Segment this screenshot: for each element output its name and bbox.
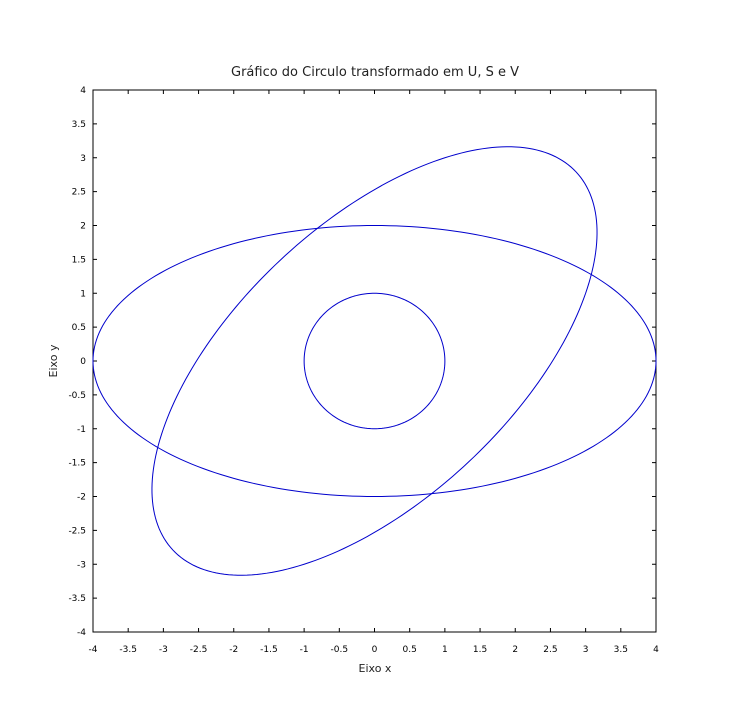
y-tick-label: 0.5 xyxy=(72,323,86,333)
y-tick-label: 0 xyxy=(80,357,86,367)
y-tick-label: 1.5 xyxy=(72,255,86,265)
x-tick-label: -1.5 xyxy=(260,645,278,655)
y-axis: -4 -3.5 -3 -2.5 -2 -1.5 -1 -0.5 0 0.5 1 1.5 2 2.5 3 3.5… xyxy=(68,86,656,638)
y-tick-label: 3.5 xyxy=(72,120,86,130)
y-tick-label: 1 xyxy=(80,289,86,299)
x-tick-label: -2 xyxy=(229,645,238,655)
plot-frame xyxy=(92,89,657,633)
ellipse-line-2 xyxy=(151,146,598,576)
x-tick-label: 3.5 xyxy=(614,645,628,655)
y-tick-label: -1 xyxy=(77,425,86,435)
x-tick-label: -0.5 xyxy=(331,645,349,655)
x-tick-label: -2.5 xyxy=(190,645,208,655)
x-tick-label: -1 xyxy=(300,645,309,655)
chart-title: Gráfico do Circulo transformado em U, S … xyxy=(231,65,519,80)
x-tick-label: 0 xyxy=(372,645,378,655)
y-tick-label: 2 xyxy=(80,222,86,232)
x-tick-label: 1.5 xyxy=(473,645,487,655)
x-tick-label: 1 xyxy=(442,645,448,655)
y-axis-label: Eixo y xyxy=(47,344,60,377)
x-tick-label: 3 xyxy=(583,645,589,655)
y-tick-label: -3.5 xyxy=(68,594,86,604)
x-tick-label: 0.5 xyxy=(403,645,417,655)
y-tick-label: 4 xyxy=(80,86,86,96)
x-tick-label: -3.5 xyxy=(119,645,137,655)
x-axis: -4 -3.5 -3 -2.5 -2 -1.5 -1 -0.5 0 0.5 1 1.5 2 2.5 3 3.5… xyxy=(89,90,659,655)
x-tick-label: 4 xyxy=(653,645,659,655)
y-tick-label: -4 xyxy=(77,628,86,638)
y-tick-label: 2.5 xyxy=(72,188,86,198)
y-tick-label: 3 xyxy=(80,154,86,164)
x-tick-label: 2 xyxy=(512,645,518,655)
plot-area xyxy=(92,146,657,576)
y-tick-label: -0.5 xyxy=(68,391,86,401)
y-tick-label: -2.5 xyxy=(68,526,86,536)
x-tick-label: -4 xyxy=(89,645,98,655)
x-tick-label: -3 xyxy=(159,645,168,655)
ellipse-line-1 xyxy=(92,224,657,498)
unit-circle-line xyxy=(303,292,446,430)
y-tick-label: -3 xyxy=(77,560,86,570)
y-tick-label: -2 xyxy=(77,493,86,503)
y-tick-label: -1.5 xyxy=(68,459,86,469)
x-tick-label: 2.5 xyxy=(543,645,557,655)
x-axis-label: Eixo x xyxy=(359,662,392,675)
